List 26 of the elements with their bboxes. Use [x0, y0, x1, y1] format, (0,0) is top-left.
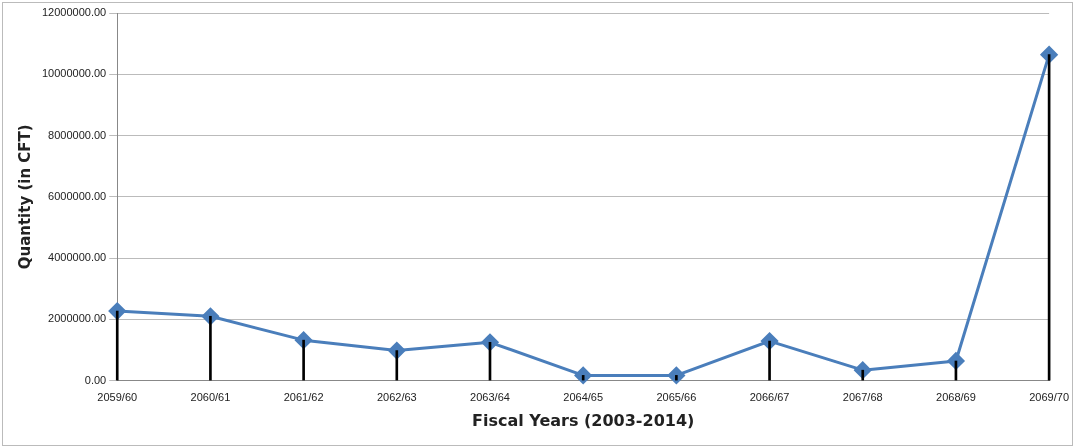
y-axis-title: Quantity (in CFT) — [15, 124, 34, 270]
x-tick-label: 2062/63 — [376, 391, 417, 404]
x-tick-label: 2063/64 — [470, 391, 510, 404]
x-tick-label: 2067/68 — [842, 391, 883, 404]
x-tick-label: 2069/70 — [1029, 391, 1069, 404]
y-tick-label: 2000000.00 — [48, 312, 107, 325]
x-tick-label: 2060/61 — [190, 391, 231, 404]
bar — [302, 339, 305, 381]
bar — [115, 310, 119, 381]
x-tick-label: 2068/69 — [936, 391, 976, 404]
y-tick-label: 0.00 — [84, 373, 107, 386]
bar — [209, 315, 212, 381]
y-tick-label: 8000000.00 — [48, 128, 107, 141]
bar — [395, 350, 399, 381]
x-tick-label: 2066/67 — [749, 391, 790, 404]
x-axis-title: Fiscal Years (2003-2014) — [472, 410, 695, 430]
y-tick-label: 6000000.00 — [48, 189, 107, 202]
y-tick-label: 10000000.00 — [42, 67, 107, 80]
x-tick-label: 2064/65 — [563, 391, 604, 404]
y-tick-label: 12000000.00 — [42, 6, 107, 19]
x-tick-label: 2061/62 — [283, 391, 324, 404]
x-tick-label: 2059/60 — [97, 391, 138, 404]
bar — [861, 369, 865, 381]
y-tick-label: 4000000.00 — [48, 251, 107, 264]
bar — [768, 340, 771, 381]
x-tick-label: 2065/66 — [656, 391, 697, 404]
